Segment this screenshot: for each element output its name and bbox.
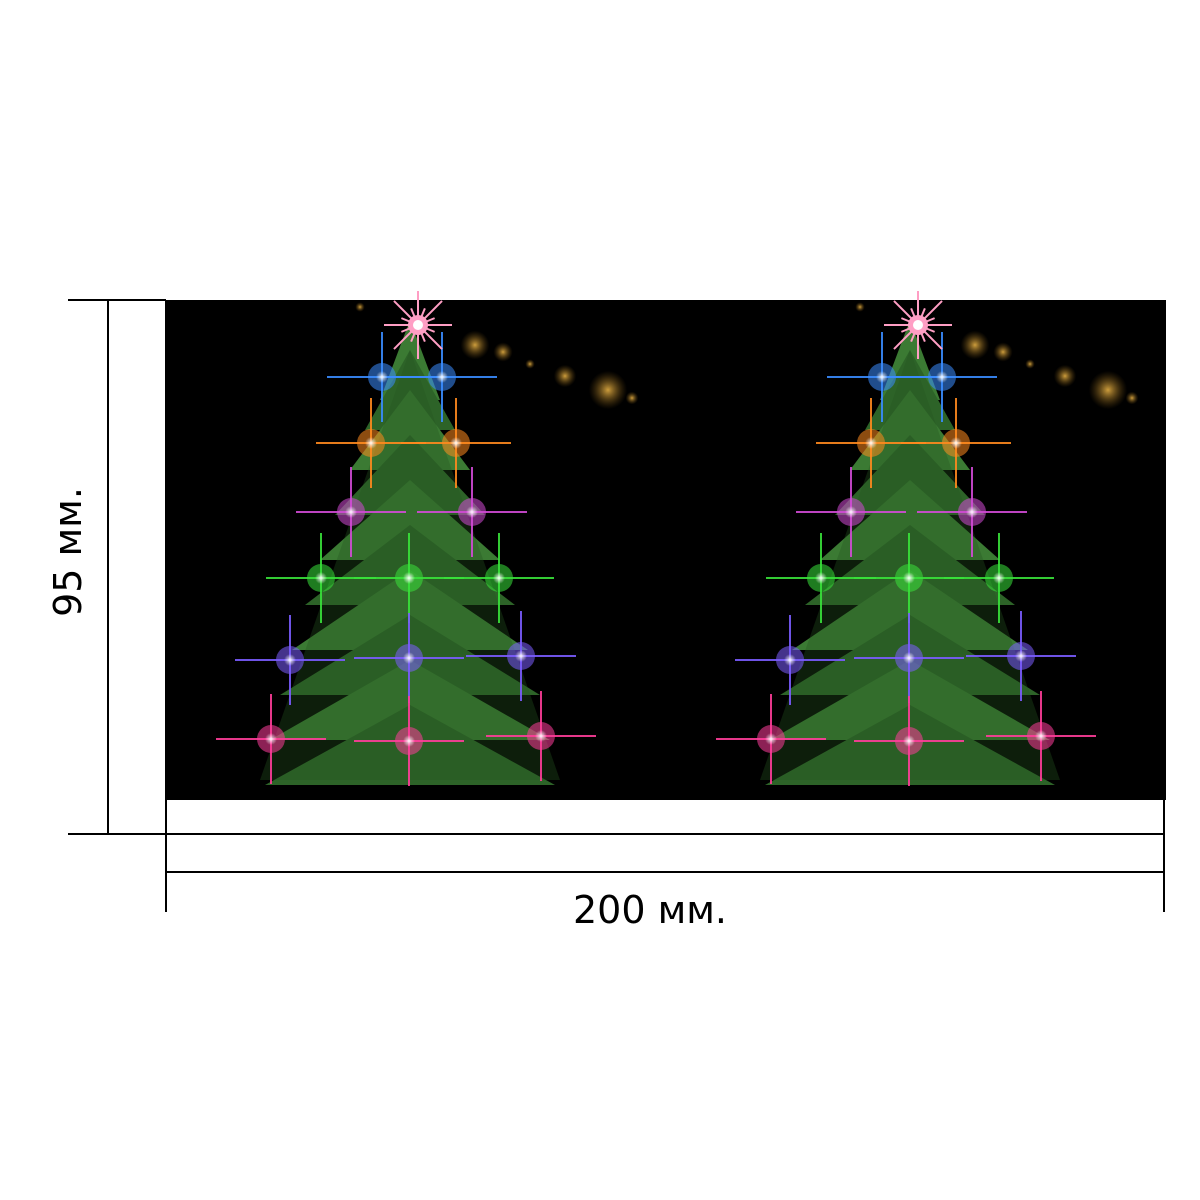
light-sparkle: [854, 613, 964, 703]
tree-motifs: [216, 291, 1139, 786]
height-label: 95 мм.: [46, 487, 90, 617]
bokeh-dot: [993, 342, 1013, 362]
bokeh-dot: [625, 391, 639, 405]
bokeh-dot: [1125, 391, 1139, 405]
width-label: 200 мм.: [572, 888, 728, 932]
light-sparkle: [354, 696, 464, 786]
light-sparkle: [387, 332, 497, 422]
light-sparkle: [716, 694, 826, 784]
bokeh-dot: [553, 364, 577, 388]
bokeh-dot: [855, 302, 865, 312]
tree-tier: [820, 480, 1000, 560]
tree-motif: [216, 291, 639, 786]
light-sparkle: [466, 611, 576, 701]
bokeh-dot: [1025, 359, 1035, 369]
light-sparkle: [917, 467, 1027, 557]
light-sparkle: [796, 467, 906, 557]
light-sparkle: [966, 611, 1076, 701]
bokeh-dot: [355, 302, 365, 312]
light-sparkle: [735, 615, 845, 705]
bokeh-dot: [960, 330, 990, 360]
bokeh-dot: [1053, 364, 1077, 388]
light-sparkle: [944, 533, 1054, 623]
light-sparkle: [296, 467, 406, 557]
light-sparkle: [354, 613, 464, 703]
bokeh-dot: [525, 359, 535, 369]
bokeh-dot: [460, 330, 490, 360]
light-sparkle: [216, 694, 326, 784]
light-sparkle: [444, 533, 554, 623]
tree-tier: [335, 435, 485, 515]
light-sparkle: [486, 691, 596, 781]
tree-tier: [835, 435, 985, 515]
tree-top-star: [884, 291, 952, 359]
light-sparkle: [401, 398, 511, 488]
light-sparkle: [854, 696, 964, 786]
bokeh-dot: [588, 370, 628, 410]
light-sparkle: [417, 467, 527, 557]
tree-motif: [716, 291, 1139, 786]
light-sparkle: [816, 398, 926, 488]
tree-top-star: [384, 291, 452, 359]
light-sparkle: [901, 398, 1011, 488]
light-sparkle: [887, 332, 997, 422]
light-sparkle: [235, 615, 345, 705]
dimension-lines: [68, 299, 1165, 912]
bokeh-dot: [493, 342, 513, 362]
light-sparkle: [986, 691, 1096, 781]
bokeh-dot: [1088, 370, 1128, 410]
tree-tier: [320, 480, 500, 560]
